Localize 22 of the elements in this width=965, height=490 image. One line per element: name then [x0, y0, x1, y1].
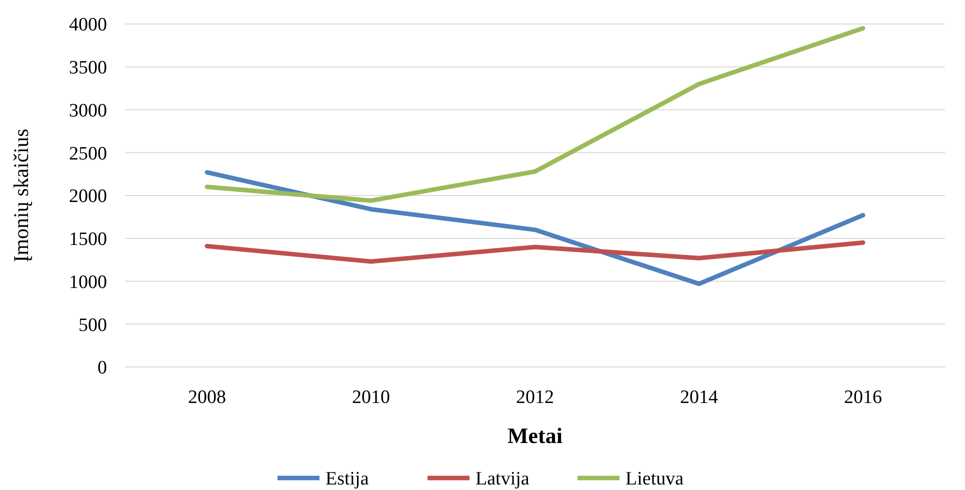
- y-tick-label: 4000: [69, 14, 107, 36]
- legend-label: Lietuva: [626, 468, 684, 490]
- x-tick-label: 2010: [352, 387, 390, 408]
- y-tick-label: 0: [98, 358, 107, 379]
- line-series: [204, 170, 866, 286]
- y-tick-label: 2500: [69, 143, 107, 164]
- y-tick-label: 3000: [69, 100, 107, 122]
- legend-label: Latvija: [476, 468, 530, 490]
- x-tick-label: 2012: [516, 387, 554, 408]
- y-axis-title: Įmonių skaičius: [9, 128, 33, 262]
- y-tick-label: 2000: [69, 186, 107, 208]
- x-tick-label: 2016: [844, 387, 882, 408]
- y-tick-label: 3500: [69, 58, 107, 79]
- y-tick-label: 1000: [69, 272, 107, 293]
- line-series: [204, 240, 866, 264]
- y-tick-label: 1500: [69, 229, 107, 250]
- x-tick-label: 2008: [188, 387, 226, 408]
- legend-label: Estija: [326, 468, 370, 490]
- x-axis-title: Metai: [508, 423, 562, 448]
- y-tick-label: 500: [78, 314, 107, 336]
- line-series: [204, 26, 866, 203]
- x-tick-label: 2014: [680, 387, 718, 408]
